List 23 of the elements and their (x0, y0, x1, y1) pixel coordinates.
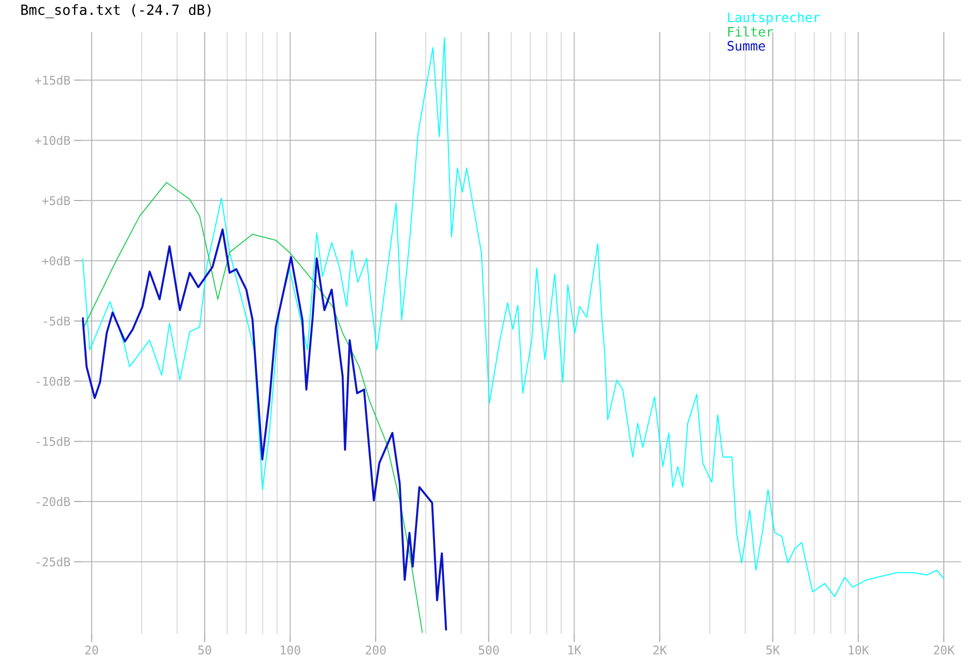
x-tick-label: 500 (478, 646, 499, 655)
chart-title: Bmc_sofa.txt (-24.7 dB) (21, 4, 210, 18)
x-tick-label: 1K (568, 646, 582, 654)
x-tick-label: 20 (85, 646, 98, 655)
y-tick-label: -15dB (36, 436, 70, 446)
text: Lautsprecher (728, 12, 820, 25)
x-tick-label: 20K (934, 646, 955, 655)
y-tick-label: -5dB (44, 316, 70, 326)
x-tick-label: 10K (848, 646, 870, 655)
y-tick-label: +5dB (42, 196, 70, 206)
x-tick-label: 50 (198, 646, 212, 655)
y-tick-label: -25dB (36, 557, 70, 566)
y-tick-label: -10dB (36, 376, 70, 386)
y-tick-label: -20dB (36, 496, 70, 506)
x-tick-label: 2K (653, 646, 667, 654)
text: Summe (728, 40, 765, 51)
y-tick-label: +15dB (35, 76, 70, 85)
y-tick-label: +10dB (35, 136, 70, 146)
x-tick-label: 200 (366, 646, 386, 655)
text: Filter (728, 26, 774, 37)
y-tick-label: +0dB (42, 256, 70, 266)
x-tick-label: 5K (766, 646, 780, 654)
x-tick-label: 100 (280, 646, 300, 655)
